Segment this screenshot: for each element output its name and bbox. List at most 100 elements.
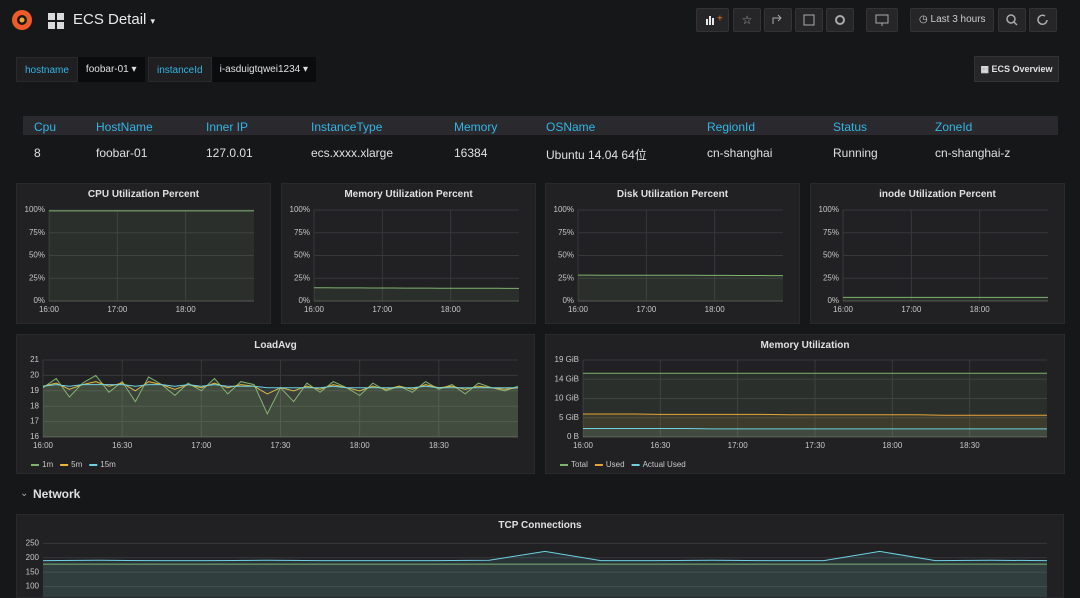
area-fill: [43, 381, 518, 437]
legend-label[interactable]: Total: [571, 460, 588, 469]
panel: CPU Utilization Percent 0% 25% 50% 75% 100% 16…: [16, 183, 271, 324]
series-line: [583, 413, 1047, 416]
x-tick-label: 18:00: [970, 305, 991, 314]
x-tick-label: 17:00: [191, 441, 212, 450]
y-tick-label: 75%: [294, 228, 310, 237]
column-header: Status: [833, 120, 868, 134]
x-tick-label: 18:30: [429, 441, 450, 450]
y-tick-label: 25%: [823, 273, 839, 282]
x-tick-label: 16:00: [833, 305, 854, 314]
share-button[interactable]: [764, 8, 792, 32]
panel-title: TCP Connections: [498, 520, 582, 531]
settings-button[interactable]: [826, 8, 854, 32]
variable[interactable]: hostname foobar-01 ▾: [16, 57, 145, 82]
x-tick-label: 17:00: [107, 305, 128, 314]
y-tick-label: 100%: [554, 205, 574, 214]
table-cell: cn-shanghai: [707, 146, 773, 160]
star-button[interactable]: ☆: [733, 8, 761, 32]
y-tick-label: 16: [30, 432, 39, 441]
y-tick-label: 14 GiB: [555, 374, 579, 383]
area-fill: [43, 551, 1047, 597]
panel: LoadAvg 16 17 18 19 20 21 16:00 16:30 17:00 17:30 1…: [16, 334, 535, 474]
chart: 0% 25% 50% 75% 100% 16:00 17:00 18:00: [25, 205, 254, 314]
dashboard-link[interactable]: ▦ ECS Overview: [974, 56, 1059, 82]
x-tick-label: 17:30: [270, 441, 291, 450]
link-text[interactable]: ECS Overview: [991, 64, 1053, 74]
area-fill: [43, 375, 518, 437]
legend-label[interactable]: Actual Used: [643, 460, 686, 469]
row-title[interactable]: Network: [33, 487, 81, 501]
y-tick-label: 75%: [558, 228, 574, 237]
series-line: [42, 384, 518, 389]
y-tick-label: 17: [30, 417, 39, 426]
panel: inode Utilization Percent 0% 25% 50% 75% 100%…: [810, 183, 1065, 324]
y-tick-label: 200: [26, 553, 40, 562]
y-tick-label: 50%: [823, 251, 839, 260]
svg-text:☆: ☆: [742, 13, 753, 27]
x-tick-label: 16:00: [39, 305, 60, 314]
area-fill: [843, 297, 1048, 301]
table-header: [23, 116, 1058, 135]
x-tick-label: 17:00: [728, 441, 749, 450]
area-fill: [43, 384, 518, 437]
y-tick-label: 10 GiB: [555, 394, 579, 403]
variable-value[interactable]: i-asduigtqwei1234 ▾: [211, 57, 317, 82]
x-tick-label: 16:30: [650, 441, 671, 450]
y-tick-label: 25%: [29, 273, 45, 282]
x-tick-label: 16:00: [304, 305, 325, 314]
series-line: [314, 287, 519, 289]
x-tick-label: 18:30: [960, 441, 981, 450]
panel: Disk Utilization Percent 0% 25% 50% 75% 100% 1…: [545, 183, 800, 324]
y-tick-label: 18: [30, 401, 39, 410]
dashboard-icon[interactable]: [48, 13, 64, 29]
add-panel-button[interactable]: +: [696, 8, 729, 32]
zoom-out-button[interactable]: [998, 8, 1026, 32]
y-tick-label: 0%: [562, 296, 574, 305]
panel: TCP Connections 100 150 200 250: [16, 514, 1064, 598]
y-tick-label: 0 B: [567, 432, 579, 441]
y-tick-label: 25%: [294, 273, 310, 282]
y-tick-label: 0%: [33, 296, 45, 305]
table-cell: 16384: [454, 146, 488, 160]
y-tick-label: 20: [30, 371, 39, 380]
x-tick-label: 18:00: [882, 441, 903, 450]
y-tick-label: 150: [26, 567, 40, 576]
x-tick-label: 16:00: [33, 441, 54, 450]
x-tick-label: 18:00: [176, 305, 197, 314]
title-text[interactable]: ECS Detail: [73, 11, 147, 28]
y-tick-label: 50%: [558, 251, 574, 260]
y-tick-label: 19: [30, 386, 39, 395]
view-mode-button[interactable]: [866, 8, 898, 32]
chart: 0% 25% 50% 75% 100% 16:00 17:00 18:00: [819, 205, 1048, 314]
svg-text:+: +: [717, 14, 723, 25]
x-tick-label: 17:00: [901, 305, 922, 314]
y-tick-label: 250: [26, 538, 40, 547]
refresh-button[interactable]: [1029, 8, 1057, 32]
area-fill: [314, 287, 519, 301]
variable[interactable]: instanceId i-asduigtqwei1234 ▾: [148, 57, 317, 82]
x-tick-label: 17:30: [805, 441, 826, 450]
area-fill: [583, 373, 1047, 437]
row-collapse-icon[interactable]: ⌄: [20, 488, 29, 499]
time-picker[interactable]: ◷ Last 3 hours: [910, 8, 994, 32]
time-range[interactable]: Last 3 hours: [930, 14, 986, 25]
dashboard-title[interactable]: ECS Detail ▾: [73, 11, 156, 28]
y-tick-label: 5 GiB: [559, 413, 579, 422]
save-button[interactable]: [795, 8, 823, 32]
legend-label[interactable]: 1m: [42, 460, 53, 469]
chart: 0% 25% 50% 75% 100% 16:00 17:00 18:00: [554, 205, 783, 314]
legend-label[interactable]: Used: [606, 460, 625, 469]
panel-title: inode Utilization Percent: [879, 189, 996, 200]
table-cell: foobar-01: [96, 146, 148, 160]
grafana-logo[interactable]: [10, 8, 34, 32]
variable-value[interactable]: foobar-01 ▾: [77, 57, 145, 82]
column-header: Inner IP: [206, 120, 249, 134]
x-tick-label: 16:00: [568, 305, 589, 314]
y-tick-label: 0%: [827, 296, 839, 305]
legend-label[interactable]: 5m: [71, 460, 82, 469]
column-header: InstanceType: [311, 120, 383, 134]
y-tick-label: 50%: [294, 251, 310, 260]
y-tick-label: 100: [26, 582, 40, 591]
legend-label[interactable]: 15m: [100, 460, 116, 469]
